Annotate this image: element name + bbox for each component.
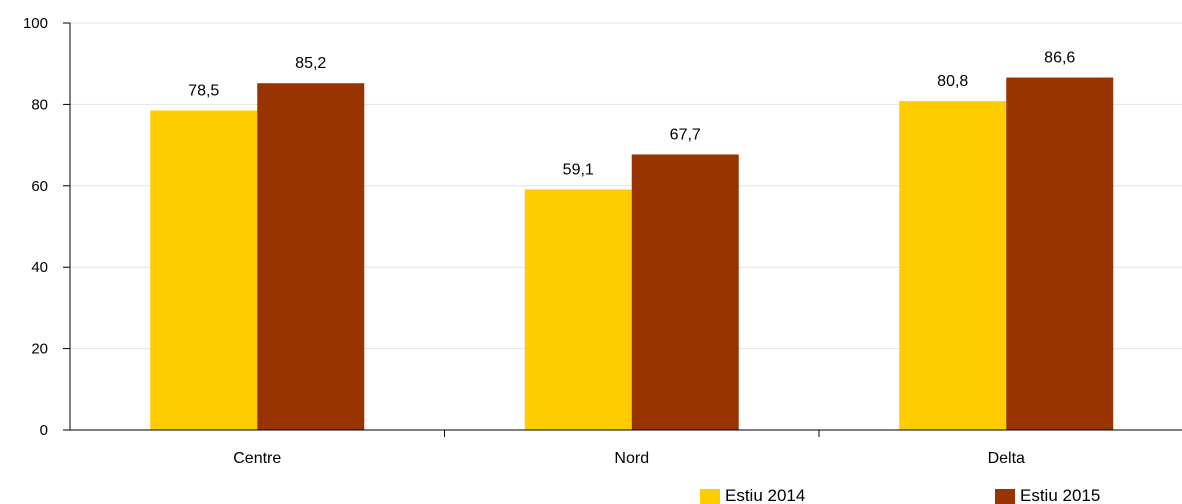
bar-value-label: 59,1 <box>563 161 594 178</box>
legend-swatch-0 <box>700 489 720 504</box>
y-tick-label: 20 <box>31 341 48 358</box>
y-tick-label: 100 <box>23 15 48 32</box>
category-label: Centre <box>233 450 281 467</box>
legend-label-0: Estiu 2014 <box>725 486 805 504</box>
category-label: Nord <box>614 450 649 467</box>
legend-swatch-1 <box>995 489 1015 504</box>
bar-centre-2015 <box>257 83 365 431</box>
category-label: Delta <box>988 450 1025 467</box>
bars <box>150 77 1114 431</box>
y-tick-label: 80 <box>31 96 48 113</box>
y-tick-label: 60 <box>31 178 48 195</box>
bar-centre-2014 <box>150 110 258 430</box>
labels: 0 20 40 60 80 100 Centre 78,5 85,2 Nord 59,1 67,7 De… <box>23 15 1075 467</box>
bar-value-label: 78,5 <box>188 83 219 100</box>
bar-value-label: 85,2 <box>295 55 326 72</box>
bar-value-label: 80,8 <box>937 73 968 90</box>
axes <box>63 22 1182 437</box>
legend: Estiu 2014 Estiu 2015 <box>700 486 1100 504</box>
bar-nord-2015 <box>631 154 739 430</box>
bar-delta-2015 <box>1006 77 1114 431</box>
bar-nord-2014 <box>524 189 632 430</box>
y-tick-label: 0 <box>40 422 48 439</box>
y-tick-label: 40 <box>31 259 48 276</box>
legend-label-1: Estiu 2015 <box>1020 486 1100 504</box>
bar-value-label: 67,7 <box>670 126 701 143</box>
bar-value-label: 86,6 <box>1044 50 1075 67</box>
bar-delta-2014 <box>899 101 1007 431</box>
